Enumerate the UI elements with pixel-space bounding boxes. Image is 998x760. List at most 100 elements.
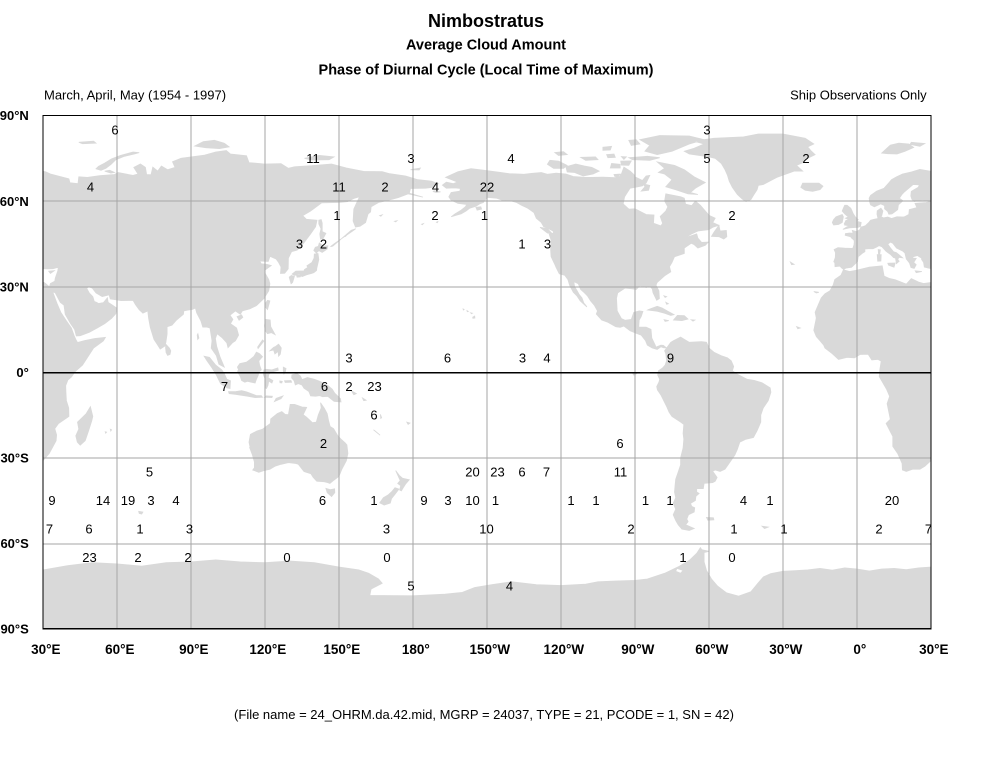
svg-text:60°E: 60°E: [105, 642, 134, 657]
svg-text:Phase of Diurnal Cycle (Local: Phase of Diurnal Cycle (Local Time of Ma…: [319, 62, 654, 78]
svg-text:5: 5: [407, 579, 414, 594]
svg-text:1: 1: [780, 522, 787, 537]
svg-text:1: 1: [679, 550, 686, 565]
svg-text:7: 7: [925, 522, 932, 537]
svg-text:23: 23: [490, 465, 504, 480]
svg-text:4: 4: [507, 151, 514, 166]
svg-text:4: 4: [172, 493, 179, 508]
svg-text:1: 1: [518, 236, 525, 251]
svg-text:6: 6: [111, 122, 118, 137]
svg-text:4: 4: [87, 179, 94, 194]
svg-text:90°E: 90°E: [179, 642, 208, 657]
svg-text:60°N: 60°N: [0, 194, 29, 209]
svg-text:1: 1: [730, 522, 737, 537]
svg-text:1: 1: [481, 208, 488, 223]
svg-text:1: 1: [666, 493, 673, 508]
svg-text:30°E: 30°E: [919, 642, 948, 657]
svg-text:30°N: 30°N: [0, 279, 29, 294]
svg-text:1: 1: [592, 493, 599, 508]
svg-text:1: 1: [766, 493, 773, 508]
svg-text:Nimbostratus: Nimbostratus: [428, 11, 544, 31]
svg-text:2: 2: [184, 550, 191, 565]
svg-text:120°W: 120°W: [543, 642, 584, 657]
svg-text:22: 22: [480, 179, 494, 194]
svg-text:30°W: 30°W: [769, 642, 802, 657]
svg-text:3: 3: [147, 493, 154, 508]
svg-text:1: 1: [642, 493, 649, 508]
svg-text:4: 4: [506, 579, 513, 594]
svg-text:6: 6: [616, 436, 623, 451]
svg-text:5: 5: [703, 151, 710, 166]
svg-text:11: 11: [306, 151, 320, 166]
svg-text:3: 3: [383, 522, 390, 537]
svg-text:3: 3: [296, 236, 303, 251]
svg-text:14: 14: [96, 493, 110, 508]
svg-text:March, April, May (1954 - 1997: March, April, May (1954 - 1997): [44, 88, 226, 103]
svg-text:4: 4: [543, 350, 550, 365]
svg-text:30°S: 30°S: [0, 451, 29, 466]
svg-text:2: 2: [802, 151, 809, 166]
svg-text:6: 6: [319, 493, 326, 508]
svg-text:23: 23: [367, 379, 381, 394]
svg-text:3: 3: [186, 522, 193, 537]
svg-text:0°: 0°: [16, 365, 28, 380]
svg-text:6: 6: [370, 408, 377, 423]
svg-text:60°W: 60°W: [695, 642, 728, 657]
svg-text:2: 2: [627, 522, 634, 537]
svg-text:3: 3: [703, 122, 710, 137]
svg-text:90°S: 90°S: [0, 622, 29, 637]
svg-text:180°: 180°: [402, 642, 430, 657]
svg-text:1: 1: [370, 493, 377, 508]
svg-text:6: 6: [444, 350, 451, 365]
svg-text:0°: 0°: [853, 642, 866, 657]
svg-text:3: 3: [345, 350, 352, 365]
svg-text:6: 6: [321, 379, 328, 394]
svg-text:23: 23: [82, 550, 96, 565]
svg-text:90°N: 90°N: [0, 108, 29, 123]
svg-text:2: 2: [320, 236, 327, 251]
svg-text:11: 11: [332, 179, 346, 194]
svg-text:90°W: 90°W: [621, 642, 654, 657]
svg-text:6: 6: [85, 522, 92, 537]
svg-text:10: 10: [465, 493, 479, 508]
svg-text:1: 1: [567, 493, 574, 508]
svg-text:60°S: 60°S: [0, 536, 29, 551]
svg-text:9: 9: [48, 493, 55, 508]
svg-text:7: 7: [543, 465, 550, 480]
svg-text:9: 9: [420, 493, 427, 508]
svg-text:7: 7: [46, 522, 53, 537]
svg-text:0: 0: [383, 550, 390, 565]
svg-text:7: 7: [221, 379, 228, 394]
svg-text:Ship Observations Only: Ship Observations Only: [790, 88, 927, 103]
svg-text:20: 20: [885, 493, 899, 508]
svg-text:2: 2: [728, 208, 735, 223]
svg-text:0: 0: [283, 550, 290, 565]
svg-text:2: 2: [134, 550, 141, 565]
svg-text:0: 0: [728, 550, 735, 565]
svg-text:3: 3: [544, 236, 551, 251]
svg-text:2: 2: [431, 208, 438, 223]
svg-text:19: 19: [121, 493, 135, 508]
svg-text:120°E: 120°E: [249, 642, 286, 657]
svg-text:2: 2: [345, 379, 352, 394]
svg-text:6: 6: [518, 465, 525, 480]
svg-text:30°E: 30°E: [31, 642, 60, 657]
svg-text:1: 1: [136, 522, 143, 537]
svg-text:11: 11: [614, 465, 628, 480]
svg-text:4: 4: [432, 179, 439, 194]
svg-text:2: 2: [381, 179, 388, 194]
svg-text:2: 2: [320, 436, 327, 451]
svg-text:(File name = 24_OHRM.da.42.mid: (File name = 24_OHRM.da.42.mid, MGRP = 2…: [234, 707, 734, 722]
svg-text:10: 10: [479, 522, 493, 537]
svg-text:20: 20: [465, 465, 479, 480]
svg-text:Average Cloud Amount: Average Cloud Amount: [406, 37, 566, 53]
svg-text:1: 1: [333, 208, 340, 223]
svg-text:4: 4: [740, 493, 747, 508]
svg-text:150°W: 150°W: [469, 642, 510, 657]
svg-text:2: 2: [875, 522, 882, 537]
svg-text:5: 5: [146, 465, 153, 480]
svg-text:3: 3: [407, 151, 414, 166]
svg-text:1: 1: [492, 493, 499, 508]
svg-text:150°E: 150°E: [323, 642, 360, 657]
svg-text:9: 9: [667, 350, 674, 365]
